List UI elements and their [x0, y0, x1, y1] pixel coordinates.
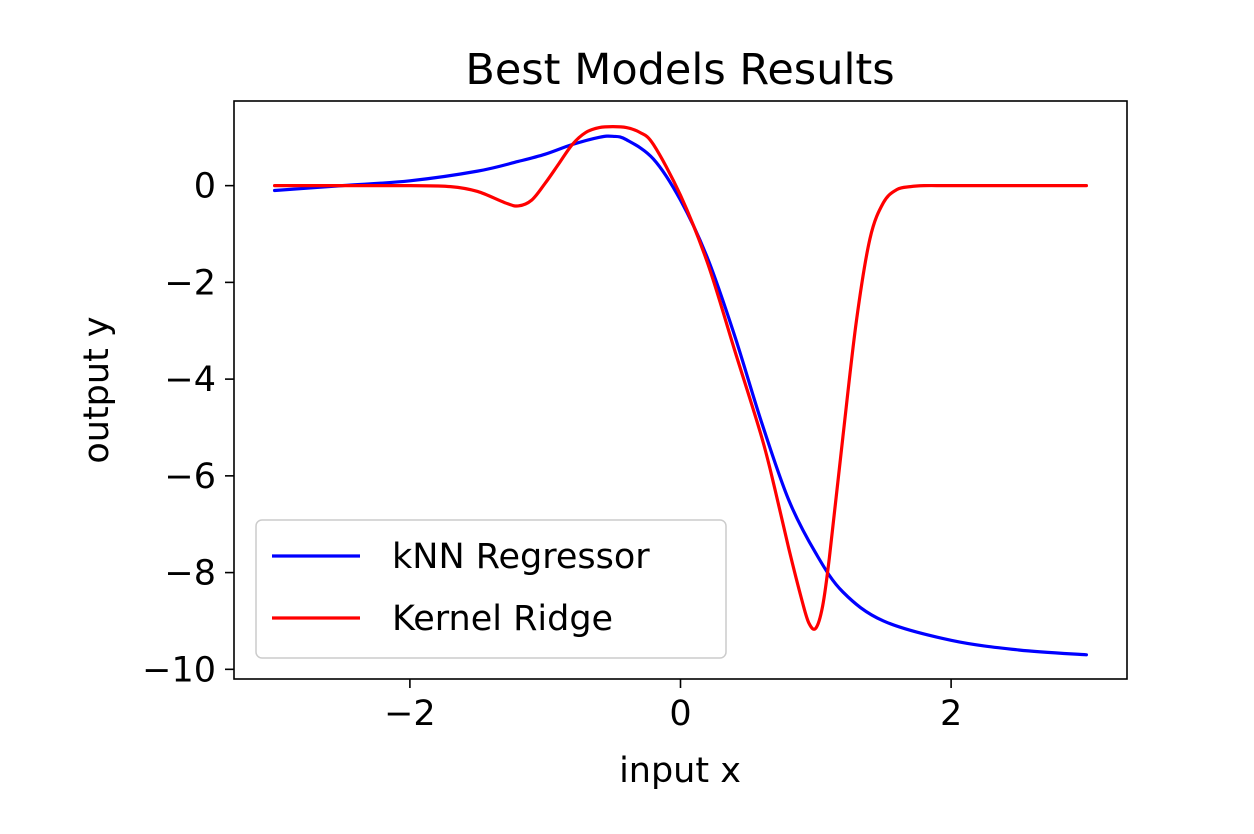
plot-lines [272, 125, 1089, 657]
y-axis-label: output y [77, 316, 117, 463]
y-tick-label: −2 [164, 263, 216, 303]
y-tick-label: −8 [164, 554, 216, 594]
legend: kNN Regressor Kernel Ridge [255, 519, 727, 659]
legend-label-kernel-ridge: Kernel Ridge [392, 599, 613, 639]
legend-label-knn-regressor: kNN Regressor [392, 537, 650, 577]
series-line-kernel-ridge [272, 125, 1089, 631]
y-tick-label: −4 [164, 360, 216, 400]
series-line-knn-regressor [272, 134, 1089, 657]
legend-box [255, 519, 727, 659]
x-tick-label: 2 [940, 694, 962, 734]
x-axis-label: input x [619, 751, 741, 791]
y-axis-ticks: 0 −2 −4 −6 −8 −10 [142, 167, 234, 690]
x-axis-ticks: −2 0 2 [384, 679, 962, 734]
chart-title: Best Models Results [465, 45, 894, 95]
y-tick-label: −10 [142, 650, 216, 690]
x-tick-label: 0 [669, 694, 691, 734]
x-tick-label: −2 [384, 694, 436, 734]
y-tick-label: 0 [194, 167, 216, 207]
y-tick-label: −6 [164, 457, 216, 497]
